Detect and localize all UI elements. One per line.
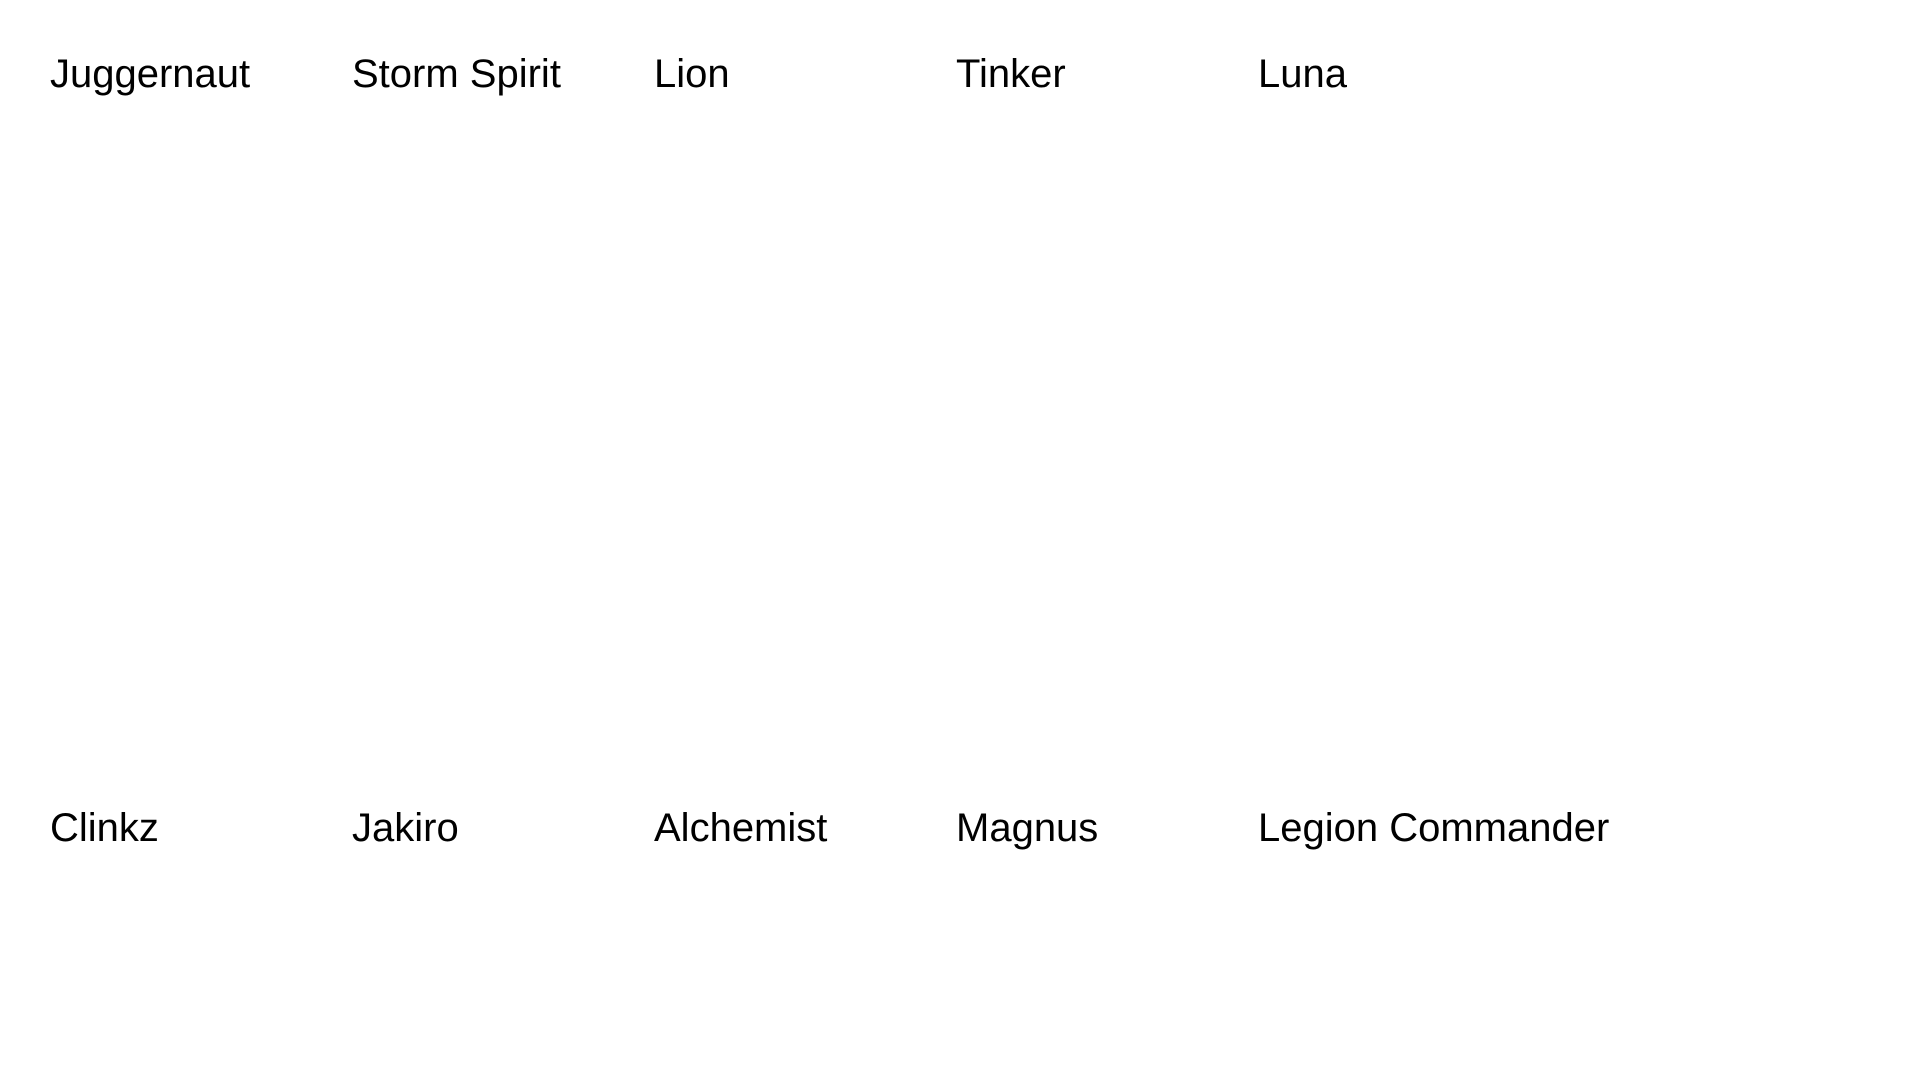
hero-legion-commander[interactable]: Legion Commander: [1258, 806, 1610, 850]
hero-lion[interactable]: Lion: [654, 52, 730, 96]
hero-jakiro[interactable]: Jakiro: [352, 806, 459, 850]
hero-storm-spirit[interactable]: Storm Spirit: [352, 52, 561, 96]
hero-clinkz[interactable]: Clinkz: [50, 806, 159, 850]
hero-tinker[interactable]: Tinker: [956, 52, 1066, 96]
hero-magnus[interactable]: Magnus: [956, 806, 1099, 850]
hero-juggernaut[interactable]: Juggernaut: [50, 52, 251, 96]
hero-alchemist[interactable]: Alchemist: [654, 806, 828, 850]
hero-row-top: Juggernaut Storm Spirit Lion Tinker Luna: [50, 50, 1560, 98]
hero-luna[interactable]: Luna: [1258, 52, 1347, 96]
hero-grid: Juggernaut Storm Spirit Lion Tinker Luna…: [50, 0, 1610, 1080]
hero-row-bottom: Clinkz Jakiro Alchemist Magnus Legion Co…: [50, 804, 1610, 852]
